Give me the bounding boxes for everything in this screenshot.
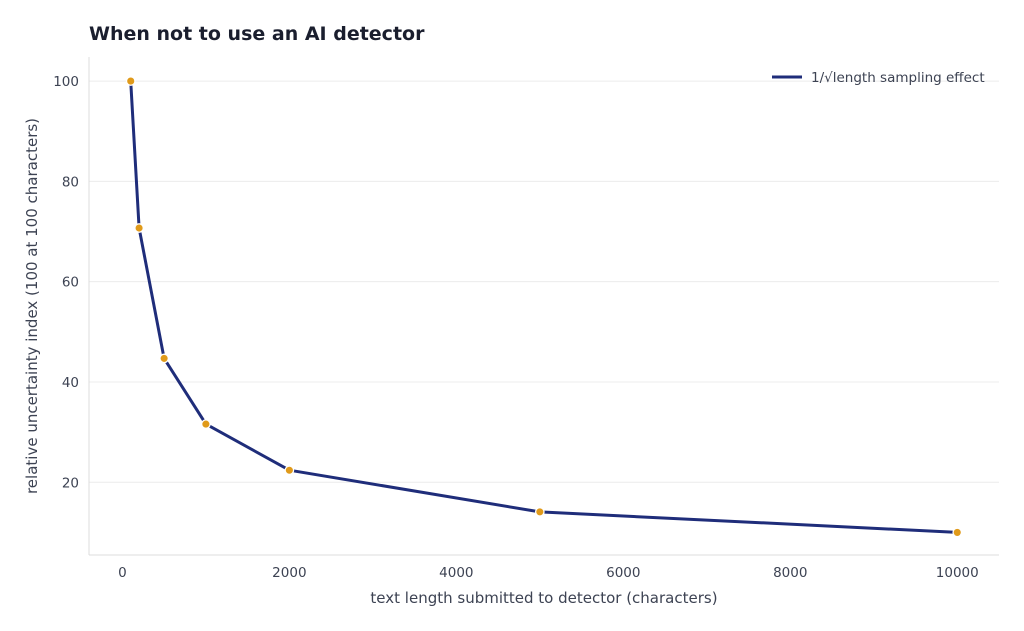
- data-point: [534, 507, 545, 517]
- series-line: [129, 79, 959, 534]
- y-axis-label: relative uncertainty index (100 at 100 c…: [23, 118, 41, 494]
- x-tick-label: 4000: [439, 565, 473, 581]
- x-tick-label: 8000: [773, 565, 807, 581]
- data-point: [134, 223, 144, 233]
- legend: 1/√length sampling effect: [772, 70, 985, 86]
- x-tick-label: 0: [118, 565, 127, 581]
- x-tick-label: 10000: [936, 565, 979, 581]
- series-group: [125, 76, 963, 538]
- legend-label: 1/√length sampling effect: [811, 70, 985, 86]
- y-tick-label: 80: [62, 174, 79, 190]
- data-point: [159, 353, 169, 364]
- chart-title: When not to use an AI detector: [89, 23, 425, 45]
- axes: [88, 57, 999, 556]
- y-tick-label: 100: [53, 74, 79, 90]
- y-tick-label: 20: [62, 475, 79, 491]
- x-axis-label: text length submitted to detector (chara…: [370, 589, 717, 607]
- y-tick-label: 40: [62, 375, 79, 391]
- data-point: [284, 465, 295, 476]
- data-point: [952, 527, 963, 538]
- data-point: [125, 76, 136, 86]
- y-axis-ticks: 20 40 60 80 100: [53, 74, 79, 491]
- x-tick-label: 6000: [606, 565, 640, 581]
- x-axis-ticks: 0 2000 4000 6000 8000 10000: [118, 565, 979, 581]
- y-tick-label: 60: [62, 275, 79, 291]
- data-point: [201, 419, 211, 429]
- x-tick-label: 2000: [272, 565, 306, 581]
- grid: [89, 80, 999, 483]
